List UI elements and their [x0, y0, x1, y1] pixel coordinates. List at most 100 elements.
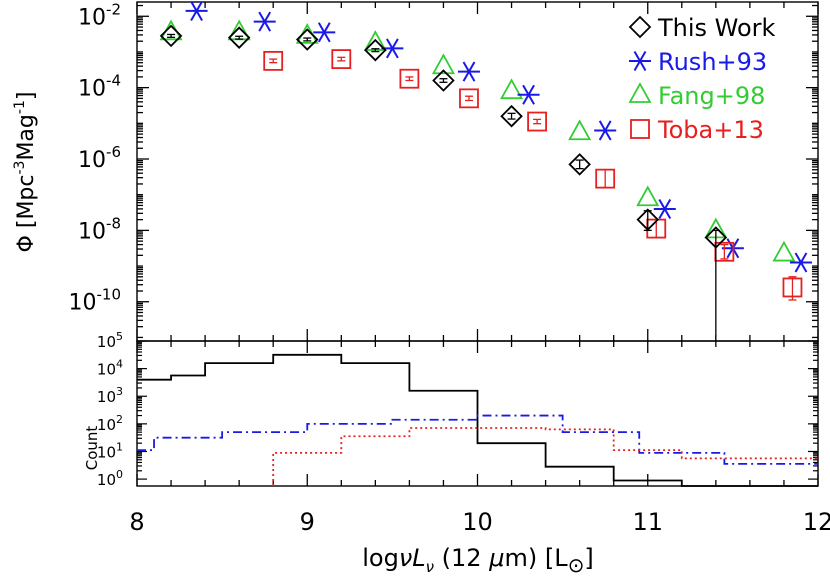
- x-label-close: ]: [584, 544, 593, 572]
- x-tick-label: 12: [803, 508, 830, 536]
- top-y-tick-label: 10-6: [78, 143, 121, 173]
- tick-base: 10: [97, 333, 116, 351]
- data-point-asterisk: [629, 50, 651, 72]
- tick-exp: -10: [97, 286, 122, 304]
- data-point-diamond: [704, 226, 728, 249]
- legend-item: Toba+13: [630, 116, 764, 144]
- bottom-y-axis-label: Count: [83, 426, 101, 471]
- data-point-diamond: [159, 24, 183, 48]
- top-series-layer: [159, 0, 812, 341]
- asterisk-arm: [386, 38, 399, 59]
- tick-exp: 5: [116, 330, 123, 343]
- histogram-rush-93: [137, 414, 818, 465]
- data-point-asterisk: [381, 38, 404, 59]
- data-point-diamond: [500, 104, 523, 128]
- tick-base: 10: [97, 361, 116, 379]
- data-point-square: [399, 68, 420, 89]
- tick-base: 10: [78, 5, 106, 30]
- data-point-diamond: [295, 28, 319, 51]
- histogram-this-work: [137, 353, 818, 487]
- data-point-square: [527, 111, 547, 132]
- legend-label: Toba+13: [657, 116, 764, 144]
- asterisk-arm: [258, 11, 272, 32]
- legend-item: Rush+93: [629, 48, 767, 76]
- asterisk-arm: [522, 84, 535, 105]
- series-rush-93: [185, 0, 812, 273]
- asterisk-arm: [794, 252, 808, 273]
- y-label-phi: Φ: [14, 235, 39, 252]
- tick-exp: -6: [106, 143, 121, 161]
- x-label-m: m) [L: [504, 544, 568, 572]
- top-tick-marks: 10-210-410-610-810-10: [69, 0, 819, 341]
- bottom-y-tick-label: 102: [97, 413, 123, 434]
- series-toba-13: [263, 49, 803, 301]
- data-point-square: [782, 277, 803, 298]
- y-label-close: ]: [14, 92, 39, 101]
- tick-exp: -4: [106, 72, 121, 90]
- histogram-toba-13: [272, 427, 818, 486]
- data-point-triangle: [636, 185, 660, 207]
- legend-label: Fang+98: [658, 82, 765, 110]
- legend-label: This Work: [657, 14, 776, 42]
- legend-label: Rush+93: [658, 48, 767, 76]
- asterisk-arm: [598, 120, 612, 141]
- data-point-diamond: [568, 153, 591, 176]
- data-point-triangle: [431, 53, 455, 75]
- data-point-asterisk: [653, 198, 676, 219]
- data-point-asterisk: [185, 0, 208, 21]
- bottom-y-tick-label: 104: [97, 358, 123, 379]
- asterisk-arm: [462, 61, 476, 82]
- tick-exp: 4: [116, 358, 123, 371]
- data-point-diamond: [227, 26, 251, 49]
- tick-base: 10: [69, 291, 97, 316]
- series-this-work: [159, 24, 728, 341]
- legend: This Work Rush+93 Fang+98 Toba+13: [628, 14, 776, 144]
- top-y-tick-label: 10-2: [78, 0, 121, 30]
- tick-exp: 1: [116, 440, 123, 453]
- top-panel: 10-210-410-610-810-10 This WorkRush+93Fa…: [12, 0, 819, 342]
- tick-exp: -2: [106, 0, 121, 18]
- data-point-triangle: [568, 119, 592, 141]
- data-point-asterisk: [594, 120, 617, 141]
- data-point-diamond: [432, 69, 455, 92]
- data-point-triangle: [628, 82, 652, 103]
- y-label-exp1: -3: [12, 161, 28, 175]
- top-y-axis-label: Φ [Mpc-3Mag-1]: [12, 92, 39, 253]
- asterisk-arm: [190, 0, 203, 21]
- data-point-asterisk: [253, 11, 276, 32]
- data-point-triangle: [772, 240, 796, 262]
- data-point-square: [263, 50, 284, 71]
- x-label-symbol: νL: [399, 544, 426, 572]
- tick-base: 10: [78, 77, 106, 102]
- legend-item: Fang+98: [628, 82, 765, 110]
- x-tick-label: 11: [632, 508, 663, 536]
- top-y-tick-label: 10-10: [69, 286, 122, 316]
- tick-base: 10: [97, 416, 116, 434]
- y-label-open: [Mpc: [14, 175, 39, 236]
- y-label-exp2: -1: [12, 100, 28, 114]
- data-point-triangle: [500, 78, 524, 100]
- tick-base: 10: [97, 471, 116, 489]
- asterisk-arm: [317, 22, 331, 43]
- data-point-asterisk: [457, 61, 480, 82]
- tick-exp: 2: [116, 413, 123, 426]
- asterisk-arm: [633, 50, 647, 72]
- data-point-diamond: [628, 15, 652, 39]
- bottom-y-tick-label: 101: [97, 440, 123, 461]
- top-y-tick-label: 10-4: [78, 72, 121, 102]
- data-point-square: [331, 49, 352, 69]
- x-label-sub: ν: [426, 558, 434, 576]
- x-tick-label: 8: [129, 508, 144, 536]
- x-label-sun: ⊙: [568, 553, 585, 577]
- x-axis-label: logνLν (12 μm) [L⊙]: [362, 544, 593, 577]
- tick-base: 10: [78, 219, 106, 244]
- tick-base: 10: [97, 443, 116, 461]
- legend-item: This Work: [628, 14, 776, 42]
- tick-exp: 0: [116, 468, 123, 481]
- data-point-asterisk: [789, 252, 812, 273]
- data-point-square: [459, 88, 479, 109]
- x-tick-label: 10: [462, 508, 493, 536]
